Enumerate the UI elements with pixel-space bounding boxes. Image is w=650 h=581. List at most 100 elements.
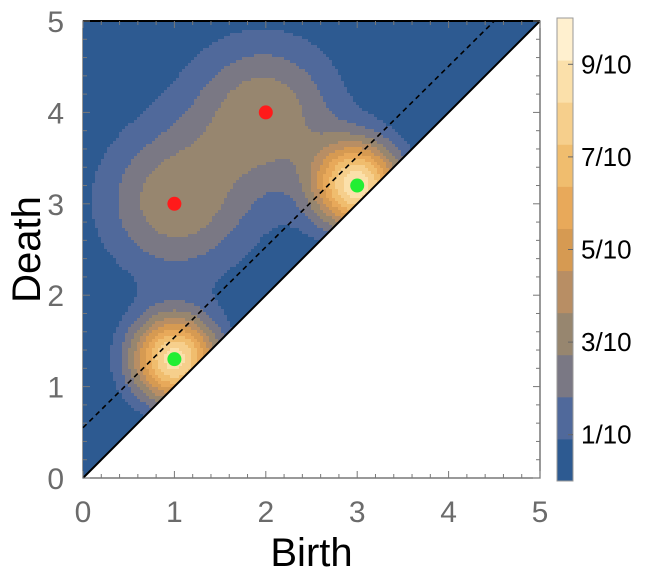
density-cell	[287, 36, 291, 40]
density-cell	[419, 102, 423, 106]
density-cell	[326, 27, 330, 31]
density-cell	[101, 24, 105, 28]
density-cell	[236, 54, 240, 58]
density-cell	[383, 114, 387, 118]
density-cell	[371, 120, 375, 124]
density-cell	[236, 117, 240, 121]
density-cell	[281, 21, 285, 25]
density-cell	[218, 24, 222, 28]
density-cell	[92, 111, 96, 115]
density-cell	[218, 87, 222, 91]
density-cell	[200, 84, 204, 88]
density-cell	[314, 93, 318, 97]
density-cell	[203, 54, 207, 58]
density-cell	[437, 60, 441, 64]
density-cell	[410, 114, 414, 118]
density-cell	[320, 102, 324, 106]
density-cell	[515, 27, 519, 31]
density-cell	[92, 96, 96, 100]
density-cell	[218, 21, 222, 25]
density-cell	[200, 120, 204, 124]
density-cell	[197, 33, 201, 37]
density-cell	[188, 75, 192, 79]
density-cell	[266, 66, 270, 70]
density-cell	[431, 27, 435, 31]
density-cell	[92, 102, 96, 106]
density-cell	[128, 87, 132, 91]
density-cell	[167, 108, 171, 112]
density-cell	[419, 90, 423, 94]
density-cell	[140, 27, 144, 31]
density-cell	[200, 30, 204, 34]
density-cell	[344, 84, 348, 88]
density-cell	[368, 72, 372, 76]
density-cell	[368, 102, 372, 106]
density-cell	[332, 27, 336, 31]
density-cell	[182, 27, 186, 31]
density-cell	[131, 30, 135, 34]
density-cell	[119, 90, 123, 94]
density-cell	[266, 90, 270, 94]
density-cell	[101, 99, 105, 103]
density-cell	[503, 24, 507, 28]
density-cell	[365, 114, 369, 118]
density-cell	[167, 27, 171, 31]
density-cell	[380, 39, 384, 43]
density-cell	[470, 36, 474, 40]
density-cell	[341, 93, 345, 97]
density-cell	[218, 45, 222, 49]
density-cell	[317, 84, 321, 88]
density-cell	[428, 60, 432, 64]
density-cell	[299, 126, 303, 130]
density-cell	[248, 72, 252, 76]
density-cell	[422, 24, 426, 28]
density-cell	[263, 72, 267, 76]
density-cell	[128, 132, 132, 136]
density-cell	[371, 117, 375, 121]
density-cell	[179, 126, 183, 130]
density-cell	[485, 66, 489, 70]
density-cell	[434, 21, 438, 25]
density-cell	[113, 99, 117, 103]
density-cell	[284, 27, 288, 31]
density-cell	[320, 75, 324, 79]
density-cell	[185, 114, 189, 118]
density-cell	[317, 63, 321, 67]
density-cell	[467, 33, 471, 37]
density-cell	[284, 72, 288, 76]
density-cell	[398, 96, 402, 100]
density-cell	[161, 45, 165, 49]
density-cell	[104, 96, 108, 100]
density-cell	[272, 36, 276, 40]
density-cell	[356, 63, 360, 67]
density-cell	[365, 72, 369, 76]
density-cell	[128, 60, 132, 64]
density-cell	[257, 114, 261, 118]
density-cell	[344, 51, 348, 55]
density-cell	[419, 54, 423, 58]
density-cell	[116, 81, 120, 85]
density-cell	[437, 66, 441, 70]
density-cell	[440, 30, 444, 34]
density-cell	[128, 30, 132, 34]
density-cell	[317, 48, 321, 52]
density-cell	[167, 111, 171, 115]
density-cell	[254, 66, 258, 70]
density-cell	[278, 45, 282, 49]
density-cell	[287, 33, 291, 37]
density-cell	[92, 120, 96, 124]
density-cell	[281, 60, 285, 64]
density-cell	[182, 24, 186, 28]
density-cell	[446, 36, 450, 40]
density-cell	[431, 21, 435, 25]
density-cell	[437, 99, 441, 103]
density-cell	[317, 99, 321, 103]
density-cell	[386, 87, 390, 91]
density-cell	[290, 75, 294, 79]
density-cell	[308, 48, 312, 52]
density-cell	[374, 99, 378, 103]
density-cell	[176, 36, 180, 40]
density-cell	[101, 129, 105, 133]
density-cell	[260, 36, 264, 40]
density-cell	[341, 27, 345, 31]
